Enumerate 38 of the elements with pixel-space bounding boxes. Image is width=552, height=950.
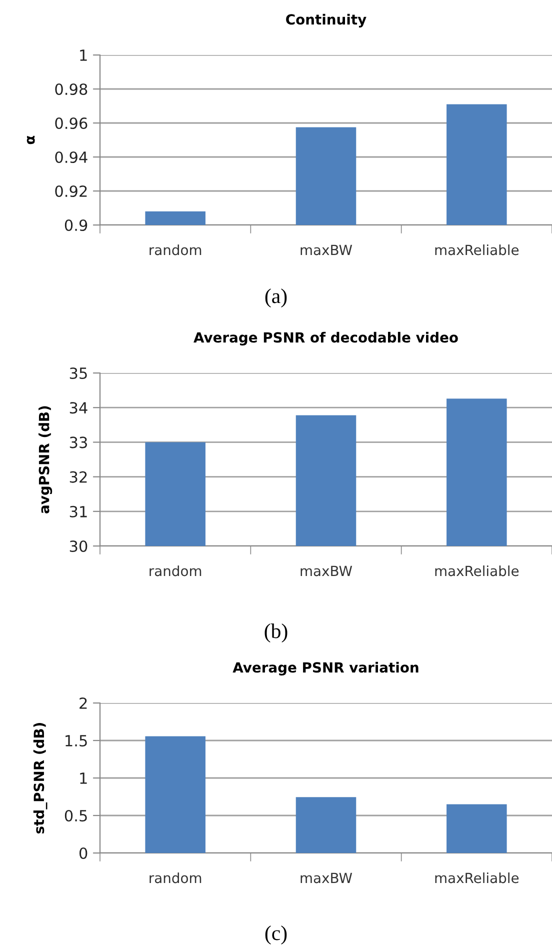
x-tick-label: maxReliable <box>435 872 519 884</box>
text: (a) <box>265 288 287 308</box>
y-tick-label: 0.92 <box>55 185 87 198</box>
x-tick-label: random <box>150 244 202 256</box>
y-tick-label: 0.98 <box>55 83 88 96</box>
y-tick-label: 30 <box>70 540 88 552</box>
bar <box>145 736 206 853</box>
y-tick-label: 1 <box>80 772 87 784</box>
chart-title: Average PSNR of decodable video <box>194 332 458 346</box>
text: (b) <box>264 624 288 642</box>
y-tick-label: 33 <box>70 436 87 448</box>
y-tick-label: 0 <box>79 847 88 860</box>
y-tick-label: 0.5 <box>64 810 87 822</box>
y-tick-label: 0.9 <box>64 219 88 232</box>
y-axis-title: avgPSNR (dB) <box>38 406 52 514</box>
chart-title: Continuity <box>286 14 366 28</box>
x-tick-label: maxReliable <box>435 244 519 256</box>
y-axis-title: std_PSNR (dB) <box>33 723 48 834</box>
x-tick-label: random <box>150 872 202 884</box>
y-tick-label: 1.5 <box>66 735 87 747</box>
y-tick-label: 1 <box>80 50 87 61</box>
bar <box>296 797 356 853</box>
x-tick-label: maxBW <box>300 566 352 576</box>
chart-title: Average PSNR variation <box>232 662 418 676</box>
y-axis-title: α <box>26 136 35 144</box>
y-tick-label: 31 <box>70 506 87 518</box>
y-tick-label: 32 <box>70 471 87 483</box>
x-tick-label: maxBW <box>300 872 352 884</box>
x-tick-label: maxReliable <box>435 565 519 576</box>
bar <box>446 804 507 853</box>
y-tick-label: 0.96 <box>55 117 88 130</box>
y-tick-label: 35 <box>70 367 87 380</box>
y-tick-label: 34 <box>70 402 88 414</box>
x-tick-label: maxBW <box>300 244 352 256</box>
x-tick-label: random <box>150 565 202 576</box>
y-tick-label: 0.94 <box>55 151 88 164</box>
y-tick-label: 2 <box>80 697 87 709</box>
text: (c) <box>265 926 287 944</box>
